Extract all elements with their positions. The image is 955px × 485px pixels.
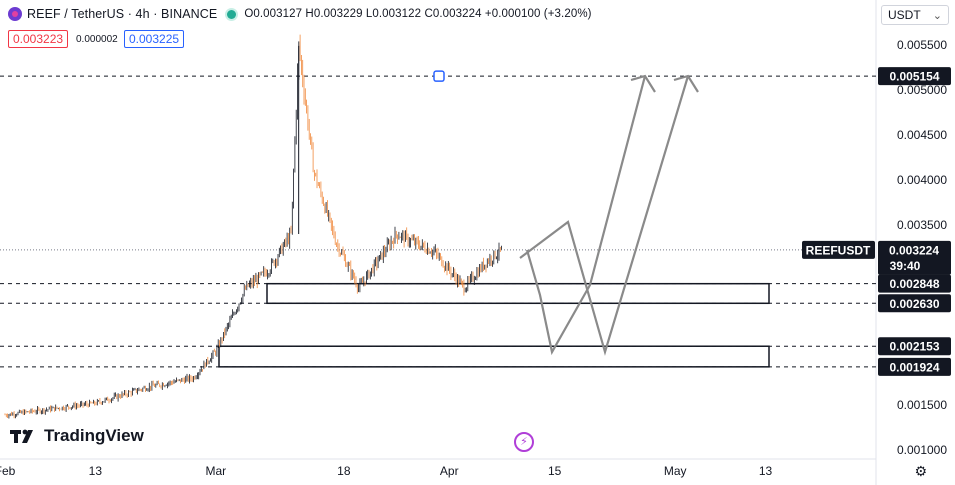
projection-arrowhead: [630, 74, 656, 93]
price-tag-bg: [878, 274, 951, 293]
price-tag-bg: [878, 337, 951, 356]
price-tag-label: 0.002848: [889, 277, 939, 291]
time-tick-label: 18: [337, 464, 351, 478]
currency-value: USDT: [888, 8, 921, 22]
price-tag-zone1-top: 0.002848: [878, 274, 951, 293]
symbol-name-label: REEFUSDT: [806, 243, 871, 257]
spread-value: 0.000002: [76, 33, 118, 45]
currency-select[interactable]: USDT ⌄: [881, 5, 949, 25]
horizontal-levels: [0, 70, 876, 368]
alert-handle-icon: [433, 70, 445, 82]
candles: [4, 34, 503, 419]
price-tag-zone1-bottom: 0.002630: [878, 294, 951, 313]
tradingview-logo-icon: [10, 429, 33, 443]
sell-price-button[interactable]: 0.003223: [8, 30, 69, 48]
support-zones: [218, 282, 770, 368]
price-tag-label: 0.001924: [889, 360, 939, 374]
time-tick-label: Apr: [440, 464, 459, 478]
tradingview-logo-text: TradingView: [44, 426, 144, 445]
price-tick-label: 0.005000: [897, 83, 947, 97]
projection-arrows: [519, 74, 699, 356]
time-tick-label: May: [664, 464, 687, 478]
market-open-status-icon[interactable]: [227, 9, 237, 19]
legend-header: REEF / TetherUS · 4h · BINANCE O0.003127…: [0, 0, 592, 28]
price-tag-label: 0.002153: [889, 340, 939, 354]
price-tick-label: 0.001500: [897, 398, 947, 412]
time-tick-label: Feb: [0, 464, 16, 478]
last-price-tag: 0.003224 39:40: [878, 240, 951, 275]
projection-arrowhead: [673, 74, 699, 93]
price-tick-label: 0.003500: [897, 218, 947, 232]
buy-price-button[interactable]: 0.003225: [124, 30, 185, 48]
symbol-name-tag: REEFUSDT: [802, 240, 875, 259]
time-axis-ticks: Feb 13 Mar 18 Apr 15 May 13: [0, 464, 773, 478]
price-tag-top-line: 0.005154: [878, 67, 951, 86]
price-tick-label: 0.004500: [897, 128, 947, 142]
price-tick-label: 0.005500: [897, 38, 947, 52]
support-zone-rect: [266, 282, 770, 305]
price-tag-bg: [878, 67, 951, 86]
price-tag-zone2-top: 0.002153: [878, 337, 951, 356]
support-zone-rect: [218, 345, 770, 368]
time-tick-label: 13: [89, 464, 103, 478]
gear-icon[interactable]: ⚙: [914, 463, 927, 479]
price-axis-tags: 0.005154 0.002848 0.002630 0.002153 0.001924…: [802, 67, 951, 376]
projection-path: [525, 75, 647, 356]
time-tick-label: 15: [548, 464, 562, 478]
price-tick-label: 0.004000: [897, 173, 947, 187]
ohlc-values: O0.003127 H0.003229 L0.003122 C0.003224 …: [244, 8, 592, 20]
price-tag-label: 0.002630: [889, 297, 939, 311]
countdown-label: 39:40: [890, 259, 921, 273]
price-tick-label: 0.001000: [897, 443, 947, 457]
time-tick-label: Mar: [206, 464, 227, 478]
price-axis-ticks: 0.005500 0.005000 0.004500 0.004000 0.003500…: [897, 38, 947, 457]
reef-coin-icon: [8, 7, 22, 21]
price-tag-bg: [878, 357, 951, 376]
tradingview-logo[interactable]: TradingView: [10, 426, 144, 446]
last-price-tag-bg: [878, 240, 951, 275]
projection-path: [519, 75, 690, 356]
time-tick-label: 13: [759, 464, 773, 478]
price-tag-label: 0.005154: [889, 70, 939, 84]
price-tag-bg: [878, 294, 951, 313]
last-price-label: 0.003224: [889, 243, 939, 257]
chevron-down-icon: ⌄: [932, 9, 942, 22]
price-tag-zone2-bottom: 0.001924: [878, 357, 951, 376]
symbol-title[interactable]: REEF / TetherUS · 4h · BINANCE: [27, 7, 218, 21]
symbol-name-tag-bg: [802, 240, 875, 259]
lightning-icon[interactable]: ⚡: [514, 432, 534, 452]
